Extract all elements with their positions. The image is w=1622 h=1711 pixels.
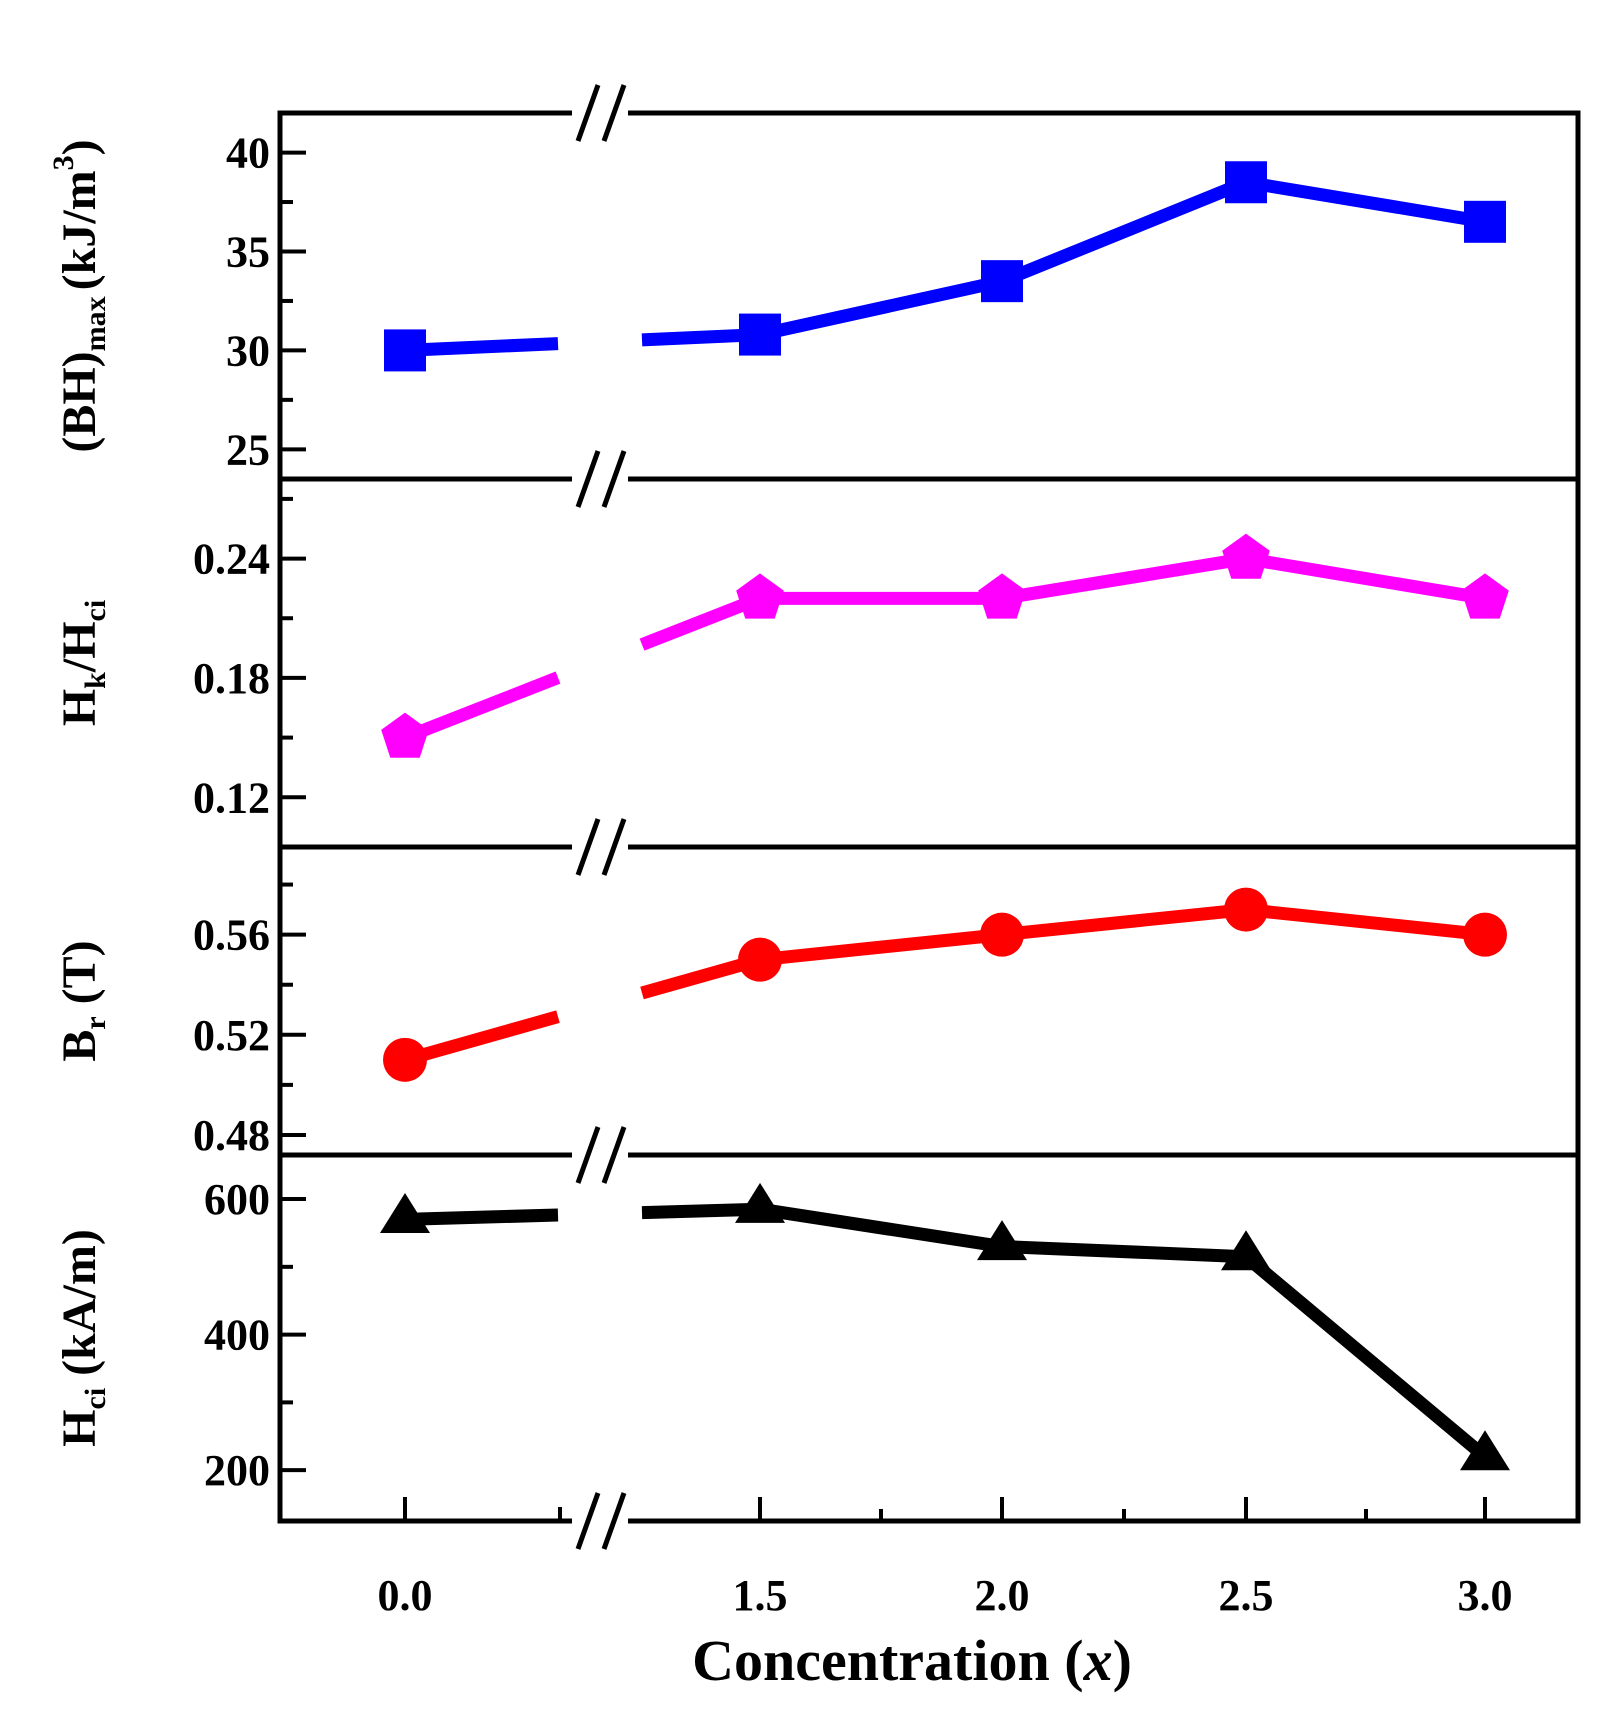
y-axis-title: Br (T): [53, 940, 112, 1061]
x-tick-label: 3.0: [1458, 1571, 1513, 1620]
axis-break-mark: [575, 1126, 601, 1184]
axis-break-mark: [601, 1492, 627, 1550]
axis-break-mark: [601, 818, 627, 876]
data-point: [380, 1192, 430, 1233]
data-point: [1464, 200, 1506, 243]
axis-break-mark: [575, 84, 601, 142]
y-tick-label: 0.48: [193, 1111, 270, 1160]
data-point: [1460, 1430, 1510, 1471]
data-point: [981, 260, 1023, 303]
series-line: [403, 1010, 560, 1067]
axis-break-mark: [575, 1492, 601, 1550]
data-point: [738, 937, 782, 982]
data-point: [980, 912, 1024, 957]
series-line: [759, 1202, 1490, 1462]
plot-frame: [277, 110, 1581, 1524]
data-point: [978, 573, 1026, 619]
x-axis-title: Concentration (x): [692, 1628, 1132, 1693]
y-tick-label: 400: [204, 1311, 270, 1360]
data-point: [383, 1037, 427, 1082]
data-point: [1224, 887, 1268, 932]
series-line: [758, 175, 1487, 341]
data-point: [1222, 533, 1270, 579]
axis-break-mark: [601, 84, 627, 142]
x-tick-label: 1.5: [733, 1571, 788, 1620]
series-line: [404, 1208, 559, 1226]
data-point: [736, 573, 784, 619]
y-tick-label: 30: [226, 326, 270, 375]
x-tick-label: 0.0: [378, 1571, 433, 1620]
y-tick-label: 0.12: [193, 773, 270, 822]
data-point: [977, 1220, 1027, 1261]
y-tick-label: 25: [226, 425, 270, 474]
y-tick-label: 200: [204, 1446, 270, 1495]
y-tick-label: 0.18: [193, 654, 270, 703]
data-point: [1463, 912, 1507, 957]
axis-break-mark: [601, 1126, 627, 1184]
data-point: [1221, 1230, 1271, 1271]
data-point: [381, 712, 429, 758]
y-axis-title: Hci (kA/m): [53, 1229, 112, 1447]
series-line: [641, 1202, 761, 1220]
data-point: [1225, 161, 1267, 204]
y-tick-label: 35: [226, 227, 270, 276]
axis-break-mark: [601, 450, 627, 508]
y-axis-title: (BH)max(kJ/m3): [47, 139, 112, 452]
y-tick-label: 40: [226, 129, 270, 178]
y-tick-label: 600: [204, 1175, 270, 1224]
x-tick-label: 2.5: [1219, 1571, 1274, 1620]
series-line: [759, 903, 1486, 967]
series-line: [402, 671, 561, 744]
x-tick-label: 2.0: [975, 1571, 1030, 1620]
axis-break-mark: [575, 818, 601, 876]
y-axis-title: Hk/Hci: [53, 600, 112, 726]
y-tick-label: 0.24: [193, 535, 270, 584]
data-point: [1461, 573, 1509, 619]
data-point: [735, 1182, 785, 1223]
data-point: [384, 329, 426, 372]
series-line: [639, 592, 763, 651]
axis-break-mark: [575, 450, 601, 508]
series-line: [404, 337, 559, 357]
y-tick-label: 0.56: [193, 911, 270, 960]
y-tick-label: 0.52: [193, 1011, 270, 1060]
series-line: [760, 552, 1487, 605]
data-point: [739, 313, 781, 356]
